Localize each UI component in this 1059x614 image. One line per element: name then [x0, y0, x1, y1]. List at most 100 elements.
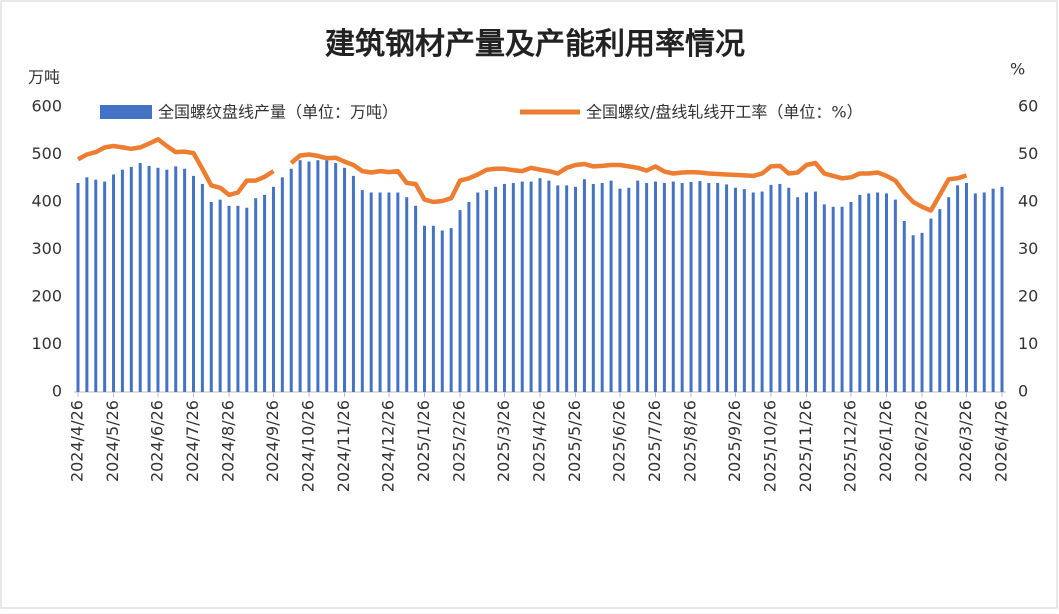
bar [147, 165, 151, 392]
bar [440, 230, 444, 392]
bar [192, 175, 195, 392]
y2-tick-label: 60 [1018, 97, 1038, 116]
bar [893, 199, 897, 392]
bar [813, 191, 817, 392]
bar [654, 181, 657, 392]
bar [609, 180, 613, 392]
bar [156, 167, 160, 392]
bar [760, 191, 764, 392]
bar [112, 174, 116, 392]
bar [245, 207, 249, 392]
x-tick-label: 2024/7/26 [183, 400, 202, 482]
x-tick-label: 2025/10/26 [761, 400, 780, 492]
bar [458, 210, 462, 392]
bar [787, 187, 791, 392]
x-tick-label: 2024/9/26 [263, 400, 282, 482]
bar [742, 189, 746, 392]
bar [405, 197, 409, 392]
bar [529, 181, 533, 392]
x-tick-label: 2025/6/26 [609, 400, 628, 482]
bar [885, 193, 888, 392]
y-tick-label: 200 [31, 287, 62, 306]
bar [947, 197, 951, 392]
bar [502, 183, 506, 392]
bar [840, 206, 844, 392]
bar [316, 160, 320, 392]
y2-tick-label: 50 [1018, 144, 1038, 163]
bar [414, 205, 418, 392]
bar [574, 186, 578, 392]
bar [423, 225, 426, 392]
bar [547, 180, 551, 392]
bar [520, 181, 524, 392]
bar [263, 194, 267, 392]
x-tick-label: 2026/2/26 [912, 400, 931, 482]
x-tick-label: 2026/1/26 [876, 400, 895, 482]
bar [165, 169, 169, 392]
bar [636, 180, 640, 392]
bar [600, 183, 604, 392]
y2-axis-unit: % [1010, 60, 1025, 79]
bar [183, 168, 187, 392]
bar [218, 199, 222, 392]
y-tick-label: 500 [31, 144, 62, 163]
bar [769, 184, 773, 392]
bar [387, 192, 391, 392]
bar [911, 235, 915, 392]
x-tick-label: 2025/7/26 [645, 400, 664, 482]
x-tick-label: 2025/11/26 [796, 400, 815, 492]
chart-title: 建筑钢材产量及产能利用率情况 [325, 27, 745, 62]
bar [120, 169, 124, 392]
bar [494, 186, 498, 392]
bar [476, 192, 480, 392]
bar [343, 167, 347, 392]
bar [582, 179, 586, 392]
bar [307, 161, 311, 392]
bar [334, 163, 338, 392]
bar [680, 183, 684, 392]
bar [982, 192, 986, 392]
bar [618, 188, 622, 392]
x-tick-label: 2025/9/26 [725, 400, 744, 482]
bar [209, 202, 213, 392]
bar [565, 185, 569, 392]
y-tick-label: 400 [31, 192, 62, 211]
bar [591, 183, 595, 392]
bar [725, 184, 729, 392]
bar [751, 192, 755, 392]
y2-tick-label: 20 [1018, 287, 1038, 306]
y-tick-label: 300 [31, 239, 62, 258]
bar [778, 183, 782, 392]
bar [733, 187, 737, 392]
bar [103, 181, 107, 392]
x-tick-label: 2024/12/26 [378, 400, 397, 492]
bar [627, 187, 631, 392]
x-tick-label: 2025/4/26 [530, 400, 549, 482]
bar [396, 192, 400, 392]
bar [938, 209, 942, 392]
bar [662, 183, 666, 392]
bar [1000, 186, 1004, 392]
bar [707, 183, 711, 392]
bar [538, 178, 542, 392]
bar [645, 183, 649, 392]
bar [698, 181, 702, 392]
y2-tick-label: 10 [1018, 334, 1038, 353]
y2-tick-label: 0 [1018, 382, 1028, 401]
bar [431, 225, 435, 392]
bar [671, 181, 675, 392]
x-tick-label: 2025/8/26 [681, 400, 700, 482]
bar [929, 218, 933, 392]
y2-tick-label: 30 [1018, 239, 1038, 258]
x-tick-label: 2024/11/26 [334, 400, 353, 492]
bar [289, 168, 293, 392]
bar [325, 159, 329, 392]
y-tick-label: 100 [31, 334, 62, 353]
bar [689, 182, 693, 392]
bar [796, 197, 800, 392]
x-tick-label: 2025/5/26 [565, 400, 584, 482]
y-tick-label: 600 [31, 97, 62, 116]
line [76, 137, 968, 213]
bar [964, 183, 968, 392]
bar [271, 186, 275, 392]
